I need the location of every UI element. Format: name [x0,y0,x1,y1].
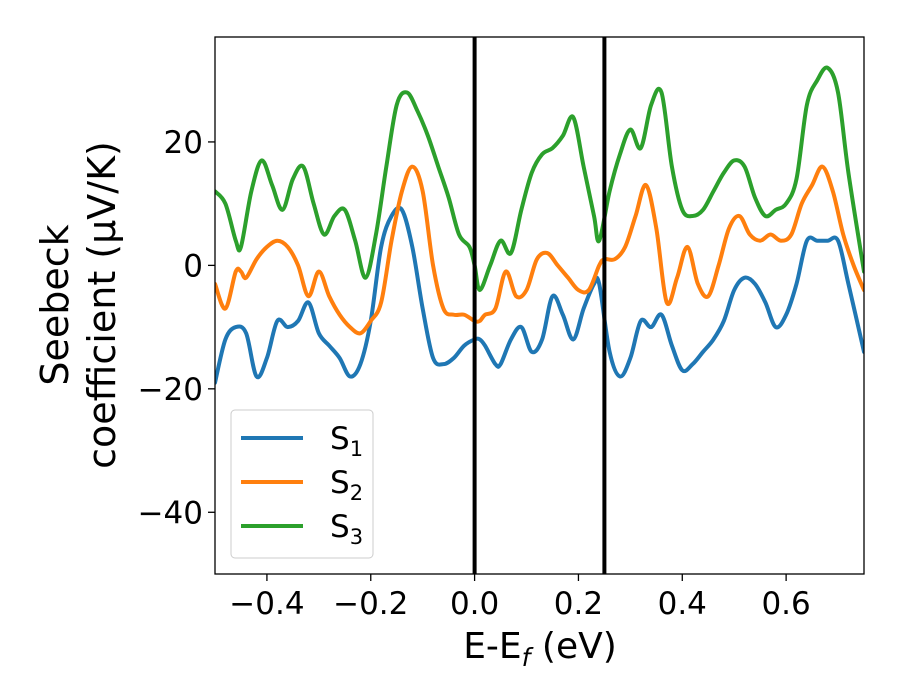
legend-label-s3: S3 [330,509,363,549]
y-tick-label: 0 [183,248,203,284]
x-axis-label: E-Ef (eV) [463,626,617,672]
x-tick-label: 0.4 [658,586,707,622]
y-tick-label: 20 [164,125,203,161]
x-axis-ticks: −0.4 −0.2 0.0 0.2 0.4 0.6 [229,574,811,622]
x-tick-label: 0.0 [450,586,499,622]
y-axis-label-line1: Seebeck [33,224,77,385]
y-tick-label: −40 [138,495,203,531]
plot-frame [214,36,865,575]
y-tick-label: −20 [138,372,203,408]
x-tick-label: −0.4 [229,586,304,622]
x-tick-label: −0.2 [333,586,408,622]
legend-label-s2: S2 [330,465,363,505]
series-line-s1 [215,205,864,385]
vertical-markers [472,37,607,574]
y-axis-label-line2: coefficient (μV/K) [80,141,124,469]
y-axis-ticks: −40 −20 0 20 [138,125,215,531]
series-line-s3 [215,65,864,293]
legend-label-s1: S1 [330,421,363,461]
x-tick-label: 0.2 [554,586,603,622]
y-axis-label: Seebeck coefficient (μV/K) [33,141,124,469]
series-line-s2 [215,164,864,336]
x-tick-label: 0.6 [761,586,810,622]
series-layer [215,65,864,385]
